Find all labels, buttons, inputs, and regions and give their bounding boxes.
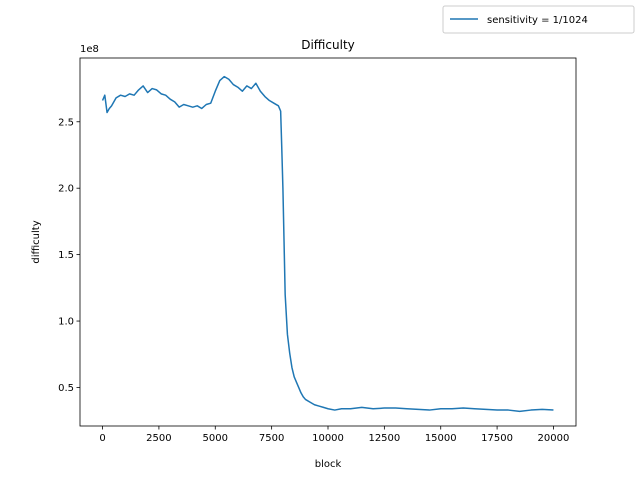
x-tick-label: 12500 <box>368 433 400 444</box>
x-tick-label: 5000 <box>203 433 228 444</box>
x-axis-label: block <box>315 459 342 470</box>
x-tick-label: 10000 <box>312 433 344 444</box>
x-tick-label: 2500 <box>146 433 171 444</box>
y-axis-label: difficulty <box>31 220 42 263</box>
plot-frame <box>79 57 577 427</box>
x-tick-label: 15000 <box>425 433 457 444</box>
plot-lines <box>101 75 554 413</box>
x-axis-ticks: 0 2500 5000 7500 10000 12500 15000 17500 20000 <box>99 426 569 444</box>
y-tick-label: 1.5 <box>58 250 74 261</box>
y-tick-label: 2.0 <box>58 184 74 195</box>
legend-label: sensitivity = 1/1024 <box>487 15 588 26</box>
y-axis-offset-label: 1e8 <box>80 44 99 55</box>
y-tick-label: 0.5 <box>58 383 74 394</box>
y-axis-ticks: 0.5 1.0 1.5 2.0 2.5 <box>58 117 80 394</box>
series-line-0 <box>101 75 554 413</box>
y-tick-label: 1.0 <box>58 317 74 328</box>
plot-area <box>80 58 576 426</box>
legend-box <box>442 5 635 34</box>
legend: sensitivity = 1/1024 <box>442 5 635 34</box>
y-tick-label: 2.5 <box>58 117 74 128</box>
x-tick-label: 0 <box>99 433 105 444</box>
chart-title: Difficulty <box>301 38 355 52</box>
x-tick-label: 17500 <box>481 433 513 444</box>
x-tick-label: 7500 <box>259 433 284 444</box>
x-tick-label: 20000 <box>538 433 570 444</box>
